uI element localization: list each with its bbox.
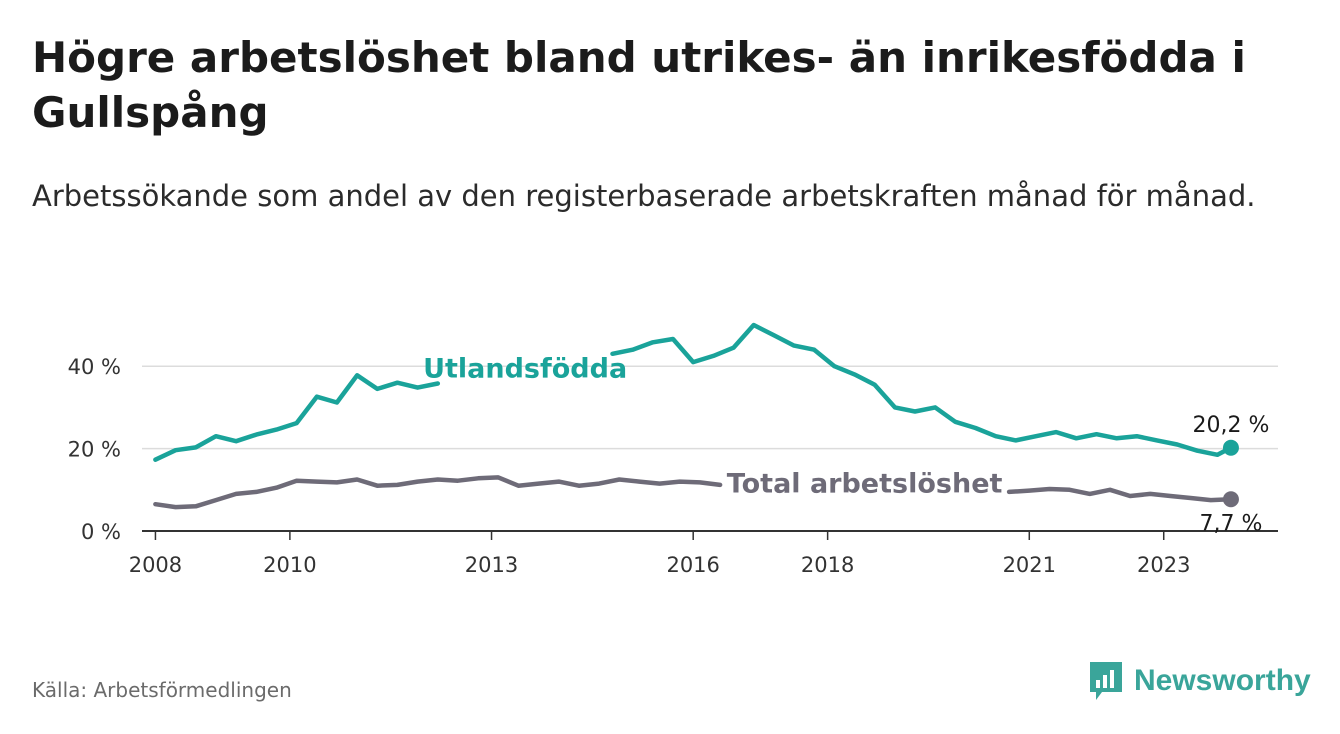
series-end-point (1222, 439, 1239, 456)
series-lines (153, 322, 1239, 510)
line-chart: 0 % 20 % 40 % 2008 2010 2013 2016 2018 2021 2023… (68, 322, 1278, 577)
series-line-utlandsfodda (153, 373, 441, 462)
series-labels: 20,2 % 7,7 % Utlandsfödda Total arbetslöshe… (423, 353, 1269, 536)
series-line-utlandsfodda (610, 322, 1234, 458)
series-line-total (1006, 486, 1234, 503)
y-tick-label: 0 % (81, 520, 121, 544)
page-subtitle: Arbetssökande som andel av den registerb… (32, 179, 1256, 213)
x-tick-label: 2023 (1137, 553, 1190, 577)
series-label-utlandsfodda: Utlandsfödda (423, 353, 627, 384)
bar-chart-bubble-icon (1090, 662, 1122, 700)
x-tick-label: 2021 (1003, 553, 1056, 577)
x-tick-label: 2016 (666, 553, 719, 577)
page-title: Högre arbetslöshet bland utrikes- än inr… (32, 33, 1246, 137)
x-tick-label: 2018 (801, 553, 854, 577)
x-tick-label: 2008 (129, 553, 182, 577)
newsworthy-logo[interactable]: Newsworthy (1088, 660, 1311, 702)
y-axis-ticks: 0 % 20 % 40 % (68, 355, 121, 544)
series-end-point (1222, 491, 1239, 508)
y-tick-label: 20 % (68, 438, 121, 462)
series-label-total: Total arbetslöshet (727, 469, 1003, 500)
source-note: Källa: Arbetsförmedlingen (32, 678, 292, 702)
logo-text: Newsworthy (1134, 664, 1311, 697)
series-line-total (153, 475, 723, 510)
y-tick-label: 40 % (68, 355, 121, 379)
x-tick-label: 2013 (465, 553, 518, 577)
x-axis-ticks: 2008 2010 2013 2016 2018 2021 2023 (129, 531, 1190, 577)
gridlines (142, 365, 1278, 532)
series-end-label: 7,7 % (1200, 511, 1263, 536)
series-end-label: 20,2 % (1193, 413, 1270, 438)
x-tick-label: 2010 (263, 553, 316, 577)
